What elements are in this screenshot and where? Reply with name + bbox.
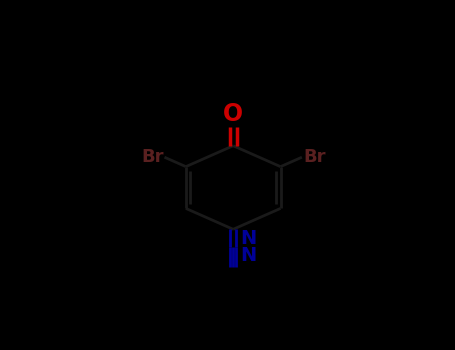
Text: Br: Br — [141, 148, 163, 166]
Text: O: O — [223, 102, 243, 126]
Text: Br: Br — [303, 148, 325, 166]
Text: N: N — [241, 229, 257, 247]
Text: N: N — [241, 246, 257, 265]
